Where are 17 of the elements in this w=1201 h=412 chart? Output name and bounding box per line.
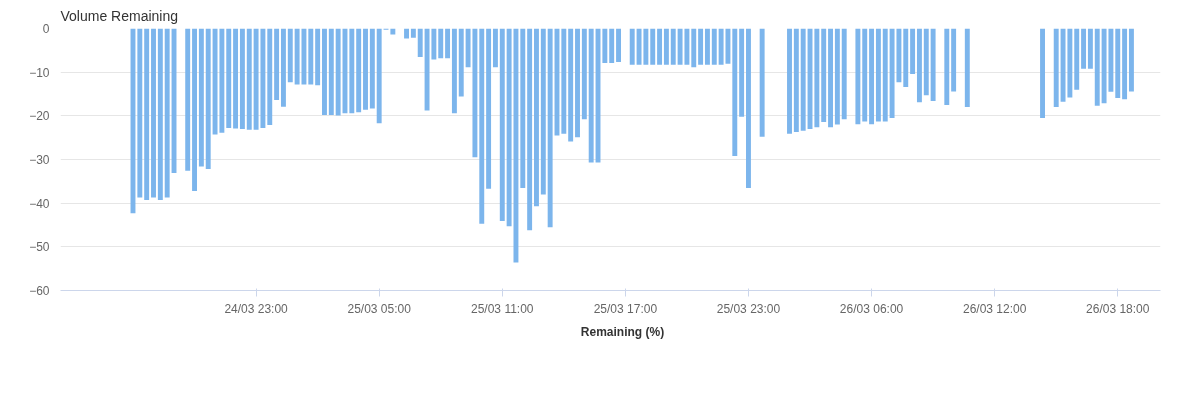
x-tick-label: 26/03 06:00 [839,301,904,316]
x-tick-label: 25/03 23:00 [716,301,781,316]
chart-title: Volume Remaining [60,7,179,24]
x-tick-label: 25/03 05:00 [347,301,412,316]
y-tick-label: −60 [29,284,50,298]
x-tick-label: 25/03 17:00 [593,301,658,316]
y-tick-label: −40 [29,196,50,211]
y-tick-label: −10 [29,65,50,80]
y-tick-label: 0 [42,22,50,36]
x-tick-label: 24/03 23:00 [224,301,289,316]
text: Remaining (%) [580,325,665,339]
x-tick-label: 25/03 11:00 [471,301,534,316]
x-tick-label: 26/03 12:00 [962,301,1027,316]
y-tick-label: −30 [29,153,50,167]
y-tick-label: −50 [29,240,50,255]
y-tick-label: −20 [29,109,50,124]
x-tick-label: 26/03 18:00 [1086,301,1150,316]
